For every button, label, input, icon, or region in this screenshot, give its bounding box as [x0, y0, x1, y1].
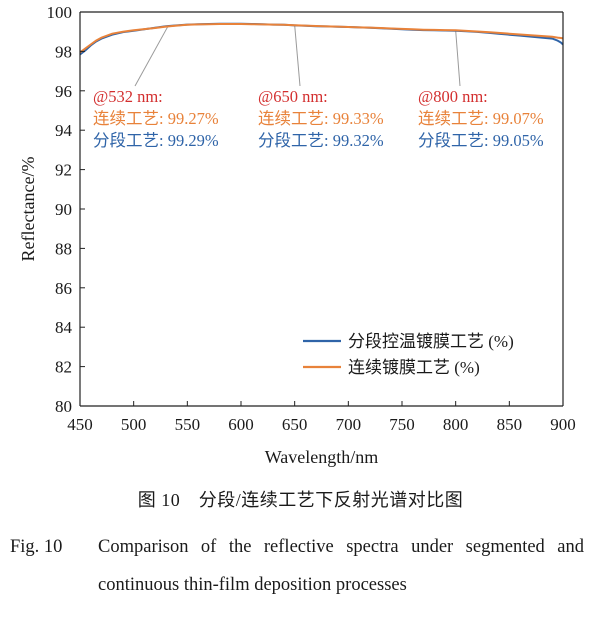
- figure-caption-english: Fig. 10 Comparison of the reflective spe…: [10, 528, 584, 604]
- annotation-segmented-value: 分段工艺: 99.29%: [93, 131, 219, 150]
- x-tick-label: 900: [550, 415, 576, 434]
- legend: 分段控温镀膜工艺 (%) 连续镀膜工艺 (%): [303, 332, 514, 377]
- y-tick-label: 92: [55, 161, 72, 180]
- annotation-leader-line: [134, 25, 169, 87]
- x-tick-label: 550: [175, 415, 201, 434]
- axes: [79, 11, 564, 407]
- x-tick-label: 600: [228, 415, 254, 434]
- annotation-leader-line: [455, 30, 461, 87]
- y-tick-label: 88: [55, 239, 72, 258]
- annotation-wavelength: @800 nm:: [418, 87, 488, 106]
- x-tick-label: 800: [443, 415, 469, 434]
- y-tick-label: 82: [55, 358, 72, 377]
- annotation-continuous-value: 连续工艺: 99.07%: [418, 109, 544, 128]
- legend-label: 连续镀膜工艺 (%): [348, 358, 480, 377]
- annotation-wavelength: @532 nm:: [93, 87, 163, 106]
- y-tick-label: 98: [55, 42, 72, 61]
- annotation-segmented-value: 分段工艺: 99.32%: [258, 131, 384, 150]
- legend-label: 分段控温镀膜工艺 (%): [348, 332, 514, 351]
- annotation-segmented-value: 分段工艺: 99.05%: [418, 131, 544, 150]
- y-tick-label: 90: [55, 200, 72, 219]
- series-layer: [79, 22, 564, 56]
- figure-caption-chinese: 图 10 分段/连续工艺下反射光谱对比图: [137, 490, 464, 510]
- x-axis-title: Wavelength/nm: [265, 447, 379, 467]
- x-tick-label: 700: [336, 415, 362, 434]
- annotation-leader-line: [294, 25, 301, 87]
- x-tick-label: 850: [497, 415, 523, 434]
- y-tick-label: 84: [55, 318, 73, 337]
- annotations: @532 nm: 连续工艺: 99.27% 分段工艺: 99.29% @650 nm:…: [93, 87, 544, 150]
- y-tick-label: 86: [55, 279, 72, 298]
- annotation-continuous-value: 连续工艺: 99.33%: [258, 109, 384, 128]
- figure-number: Fig. 10: [10, 537, 63, 557]
- y-tick-label: 96: [55, 82, 72, 101]
- x-tick-label: 750: [389, 415, 415, 434]
- y-tick-label: 94: [55, 121, 73, 140]
- y-ticks: 80 82 84 86 88 90 92 94 96 98 100: [47, 3, 85, 416]
- annotation-leader-lines: [134, 25, 461, 87]
- series-line-continuous: [79, 23, 564, 54]
- x-ticks: 450 500 550 600 650 700 750 800 850 900: [67, 401, 576, 434]
- y-tick-label: 80: [55, 397, 72, 416]
- annotation-wavelength: @650 nm:: [258, 87, 328, 106]
- y-axis-title: Reflectance/%: [18, 157, 38, 262]
- x-tick-label: 450: [67, 415, 93, 434]
- annotation-continuous-value: 连续工艺: 99.27%: [93, 109, 219, 128]
- x-tick-label: 650: [282, 415, 308, 434]
- reflectance-chart: 450 500 550 600 650 700 750 800 850 900 808284868…: [18, 3, 576, 467]
- figure-caption-text: Comparison of the reflective spectra und…: [98, 537, 584, 595]
- x-tick-label: 500: [121, 415, 147, 434]
- y-tick-label: 100: [47, 3, 73, 22]
